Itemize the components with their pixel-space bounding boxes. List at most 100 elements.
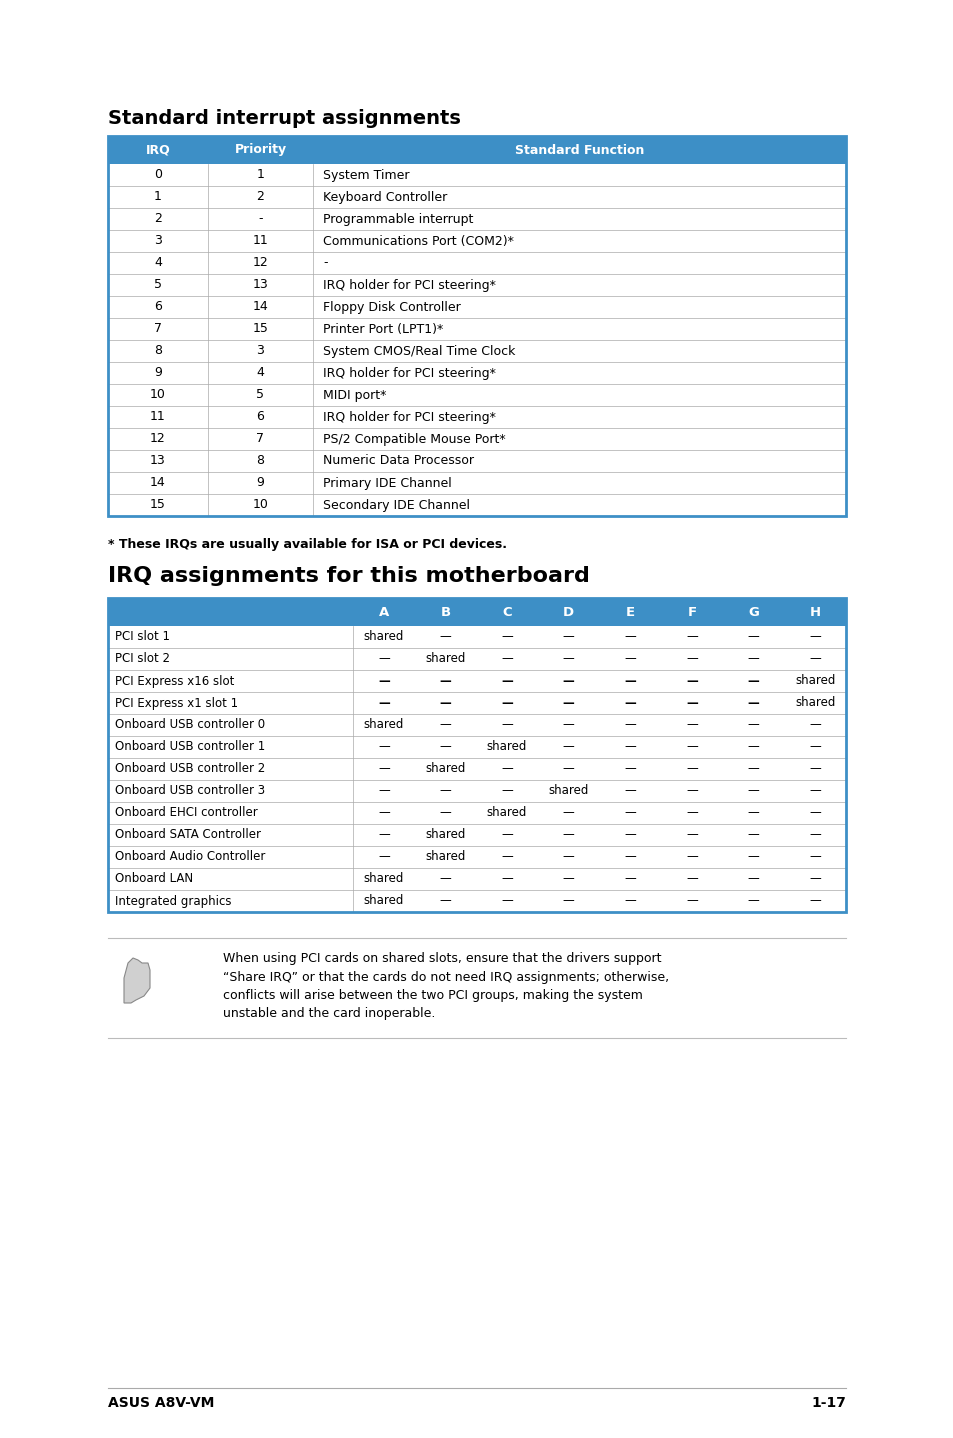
Text: —: — [562,894,574,907]
Text: —: — [747,630,759,643]
Text: —: — [685,630,697,643]
Text: E: E [625,605,634,618]
Text: 10: 10 [150,388,166,401]
Text: * These IRQs are usually available for ISA or PCI devices.: * These IRQs are usually available for I… [108,538,506,551]
Text: —: — [747,741,759,754]
Text: —: — [685,894,697,907]
Text: 6: 6 [256,410,264,424]
Text: 2: 2 [256,190,264,204]
Text: —: — [808,762,821,775]
Polygon shape [124,958,150,1002]
Text: —: — [562,674,574,687]
Text: —: — [747,674,759,687]
Text: shared: shared [363,719,403,732]
Text: B: B [440,605,450,618]
Text: —: — [500,674,513,687]
Text: 14: 14 [150,476,166,489]
Text: —: — [685,873,697,886]
Text: —: — [747,807,759,820]
Text: 11: 11 [150,410,166,424]
Text: —: — [685,674,697,687]
Text: -: - [323,256,327,269]
Text: ASUS A8V-VM: ASUS A8V-VM [108,1396,214,1411]
Text: 10: 10 [253,499,268,512]
Text: —: — [624,719,636,732]
Text: —: — [685,653,697,666]
Text: —: — [808,785,821,798]
Text: —: — [624,696,636,709]
Text: —: — [808,741,821,754]
Text: 15: 15 [253,322,268,335]
Text: shared: shared [486,807,527,820]
Text: —: — [747,873,759,886]
Text: 9: 9 [256,476,264,489]
Text: —: — [500,785,513,798]
Text: PS/2 Compatible Mouse Port*: PS/2 Compatible Mouse Port* [323,433,505,446]
Text: System Timer: System Timer [323,168,409,181]
Text: shared: shared [794,674,835,687]
Text: —: — [377,696,389,709]
Text: —: — [562,762,574,775]
Text: 6: 6 [153,301,162,313]
Bar [108,137,845,516]
Text: Integrated graphics: Integrated graphics [115,894,232,907]
Text: —: — [624,828,636,841]
Text: —: — [624,741,636,754]
Text: D: D [562,605,574,618]
Bar [108,598,845,626]
Text: —: — [377,674,389,687]
Text: System CMOS/Real Time Clock: System CMOS/Real Time Clock [323,345,515,358]
Text: —: — [808,630,821,643]
Text: Onboard SATA Controller: Onboard SATA Controller [115,828,261,841]
Text: Numeric Data Processor: Numeric Data Processor [323,454,474,467]
Text: Onboard USB controller 0: Onboard USB controller 0 [115,719,265,732]
Text: —: — [808,807,821,820]
Text: Communications Port (COM2)*: Communications Port (COM2)* [323,234,514,247]
Text: 8: 8 [256,454,264,467]
Text: —: — [500,696,513,709]
Text: —: — [624,850,636,863]
Text: —: — [562,696,574,709]
Text: —: — [624,674,636,687]
Text: 0: 0 [153,168,162,181]
Text: —: — [439,807,451,820]
Text: 12: 12 [253,256,268,269]
Text: —: — [624,653,636,666]
Text: PCI slot 1: PCI slot 1 [115,630,170,643]
Text: 3: 3 [153,234,162,247]
Text: —: — [439,785,451,798]
Text: Onboard LAN: Onboard LAN [115,873,193,886]
Text: 2: 2 [153,213,162,226]
Text: PCI Express x1 slot 1: PCI Express x1 slot 1 [115,696,238,709]
Text: shared: shared [363,873,403,886]
Text: —: — [439,741,451,754]
Text: Secondary IDE Channel: Secondary IDE Channel [323,499,470,512]
Text: shared: shared [425,762,465,775]
Text: Keyboard Controller: Keyboard Controller [323,190,447,204]
Text: shared: shared [363,894,403,907]
Text: 13: 13 [150,454,166,467]
Text: shared: shared [425,828,465,841]
Text: —: — [500,828,513,841]
Text: —: — [685,850,697,863]
Text: When using PCI cards on shared slots, ensure that the drivers support
“Share IRQ: When using PCI cards on shared slots, en… [223,952,668,1021]
Text: 4: 4 [153,256,162,269]
Text: 8: 8 [153,345,162,358]
Text: IRQ holder for PCI steering*: IRQ holder for PCI steering* [323,410,496,424]
Text: shared: shared [548,785,588,798]
Text: IRQ assignments for this motherboard: IRQ assignments for this motherboard [108,567,589,587]
Text: —: — [562,807,574,820]
Text: C: C [501,605,512,618]
Text: shared: shared [425,850,465,863]
Text: —: — [747,696,759,709]
Text: 5: 5 [153,279,162,292]
Text: —: — [439,873,451,886]
Text: Onboard Audio Controller: Onboard Audio Controller [115,850,265,863]
Text: —: — [747,828,759,841]
Text: 3: 3 [256,345,264,358]
Text: —: — [685,741,697,754]
Text: —: — [377,828,389,841]
Text: —: — [747,894,759,907]
Text: —: — [562,828,574,841]
Text: —: — [562,719,574,732]
